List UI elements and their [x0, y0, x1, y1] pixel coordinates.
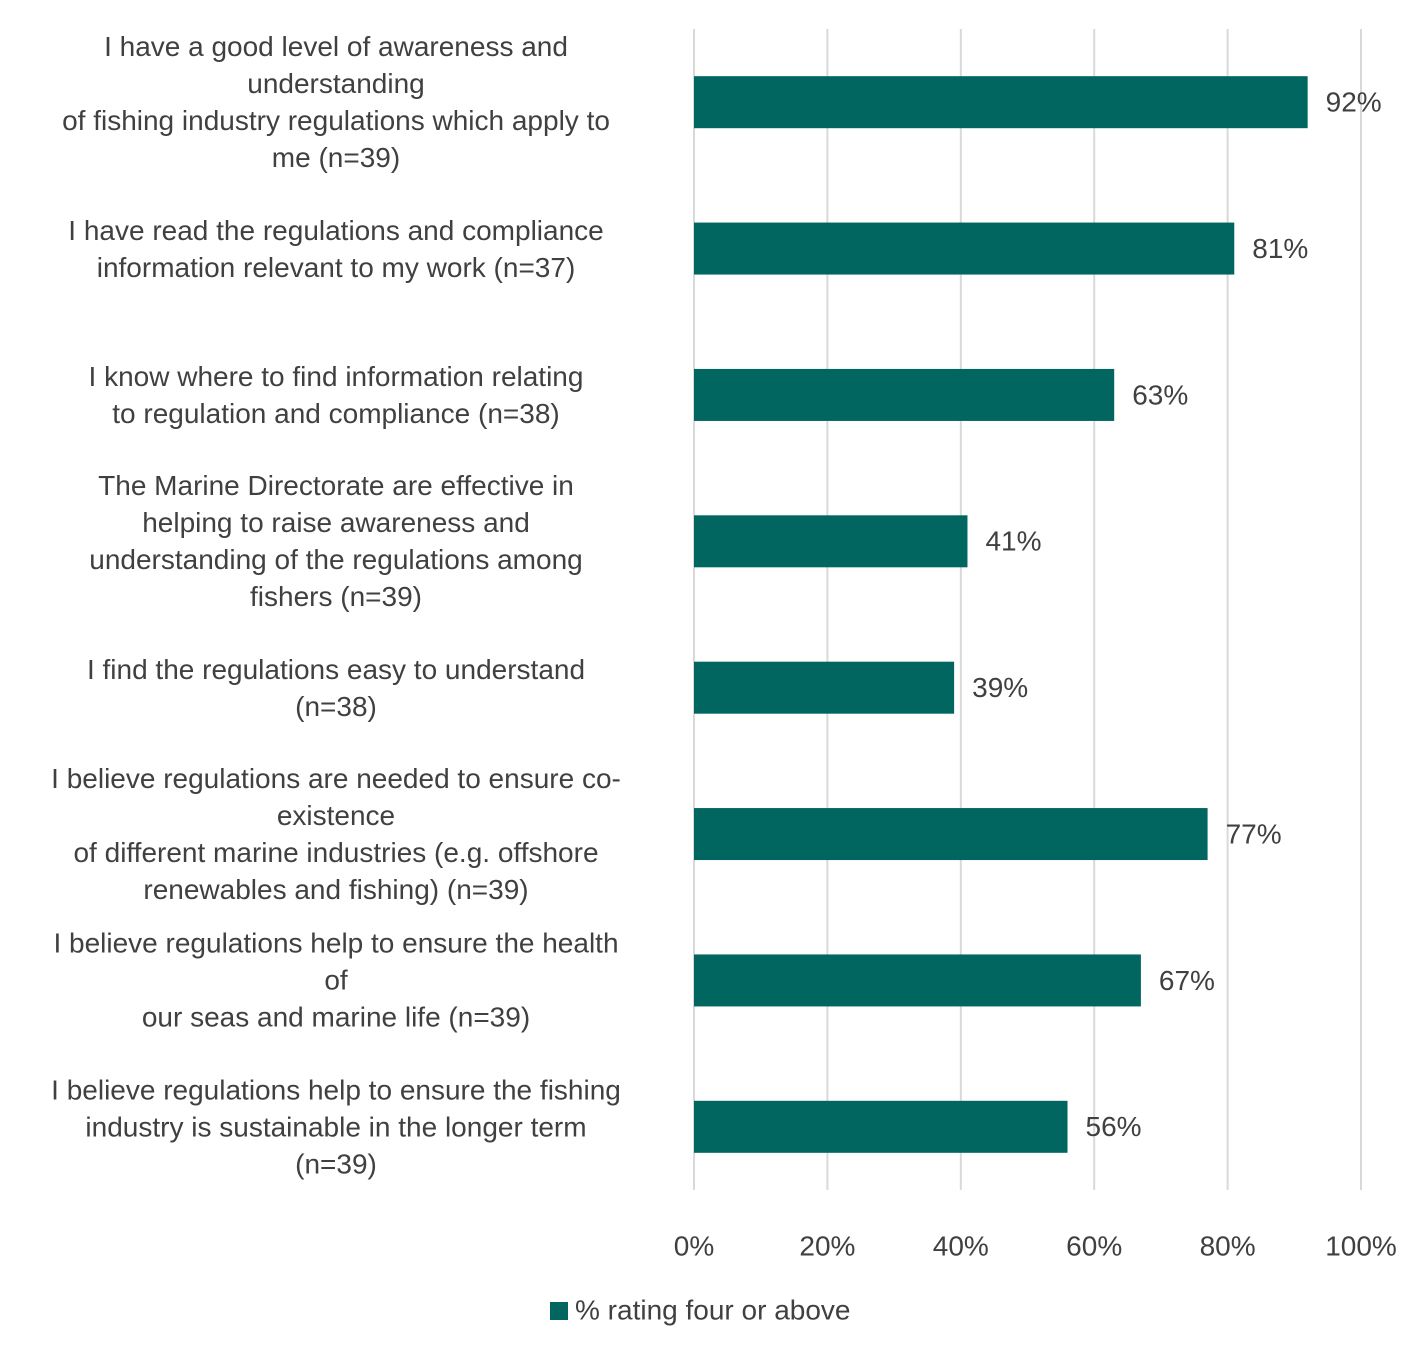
bar [694, 954, 1141, 1007]
y-tick-label: I find the regulations easy to understan… [86, 653, 586, 722]
data-label: 63% [1132, 379, 1188, 410]
y-tick-label: I believe regulations help to ensure the… [51, 1074, 621, 1180]
y-tick-label: I know where to find information relatin… [88, 360, 584, 429]
bar [694, 515, 968, 568]
legend-label: % rating four or above [575, 1294, 851, 1325]
y-tick-label: I have a good level of awareness and und… [62, 31, 610, 174]
bar [694, 76, 1308, 129]
bar [694, 808, 1208, 861]
data-label: 39% [972, 672, 1028, 703]
data-label: 41% [985, 526, 1041, 557]
bar [694, 1100, 1068, 1153]
x-tick-label: 40% [933, 1230, 989, 1261]
y-tick-label: I believe regulations help to ensure the… [53, 927, 619, 1033]
data-label: 81% [1252, 233, 1308, 264]
y-tick-label: I believe regulations are needed to ensu… [51, 763, 621, 906]
x-tick-label: 0% [674, 1230, 714, 1261]
x-tick-label: 20% [799, 1230, 855, 1261]
bar [694, 661, 955, 714]
y-tick-label: The Marine Directorate are effective in … [89, 470, 583, 613]
data-label: 77% [1226, 818, 1282, 849]
y-tick-label: I have read the regulations and complian… [68, 214, 604, 283]
x-tick-label: 100% [1325, 1230, 1397, 1261]
bar [694, 222, 1235, 275]
x-tick-label: 60% [1066, 1230, 1122, 1261]
data-label: 92% [1326, 87, 1382, 118]
data-label: 56% [1086, 1111, 1142, 1142]
legend-swatch [550, 1302, 568, 1320]
bar [694, 368, 1115, 421]
data-label: 67% [1159, 965, 1215, 996]
x-tick-label: 80% [1200, 1230, 1256, 1261]
